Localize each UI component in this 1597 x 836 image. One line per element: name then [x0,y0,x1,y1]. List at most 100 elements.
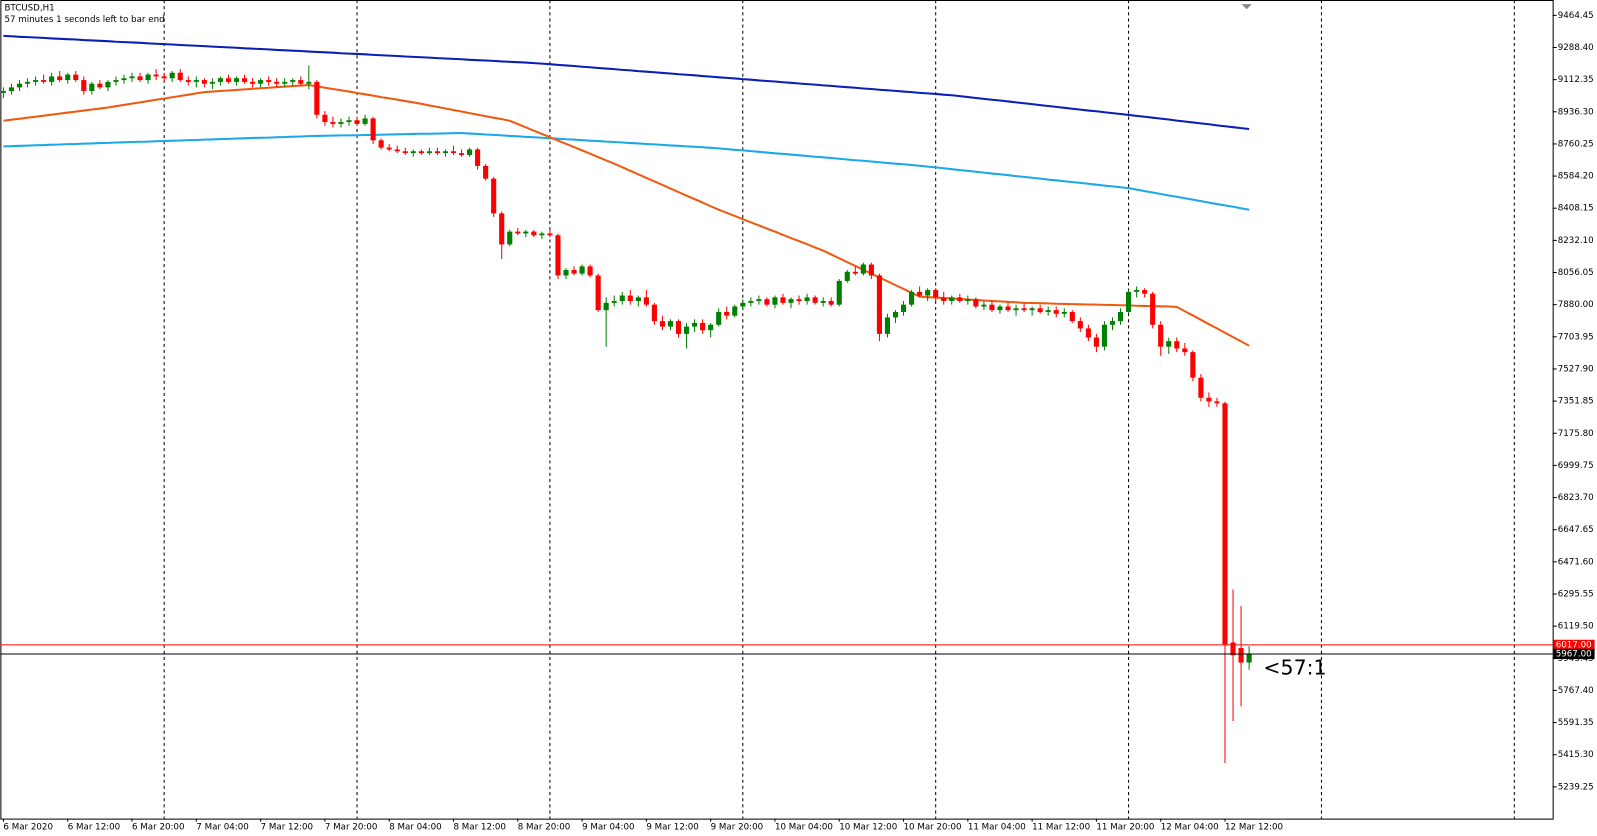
candle-body [1150,293,1156,325]
y-tick-label: 8760.25 [1558,139,1594,149]
candle-body [475,149,481,166]
candle-body [1158,324,1164,347]
candle-body [41,80,47,82]
y-tick-label: 9288.40 [1558,43,1594,53]
candle-body [185,80,191,82]
candle-body [105,81,111,88]
candle-body [1061,311,1067,314]
candle-body [619,295,625,302]
day-separators [163,0,1515,819]
y-tick-label: 8408.15 [1558,204,1594,214]
x-tick-label: 11 Mar 04:00 [968,822,1026,832]
candle-body [49,76,55,82]
candle-body [555,235,561,276]
candle-body [161,76,167,79]
candle-body [258,80,264,84]
y-tick-label: 5239.25 [1558,782,1594,792]
candle-body [1222,403,1228,645]
candle-body [330,122,336,124]
candle-body [121,78,127,81]
candle-body [145,74,151,81]
candle-body [0,91,6,93]
candle-body [402,151,408,154]
candle-body [981,304,987,307]
x-tick-label: 6 Mar 20:00 [132,822,184,832]
chart-title: BTCUSD,H1 [4,4,54,14]
candle-body [8,87,15,92]
candle-body [1198,377,1204,398]
candle-body [1134,290,1140,292]
candle-body [354,120,360,124]
x-tick-label: 11 Mar 12:00 [1032,822,1090,832]
x-tick-label: 8 Mar 20:00 [518,822,570,832]
x-tick-label: 12 Mar 12:00 [1225,822,1283,832]
candle-body [892,311,899,318]
candle-body [322,114,328,123]
candle-body [933,290,939,298]
chart-subtitle: 57 minutes 1 seconds left to bar end [4,15,164,25]
candle-body [860,264,866,274]
candle-body [1029,308,1035,311]
candle-body [772,297,778,305]
candle-body [250,81,256,84]
candle-body [1069,311,1075,322]
candle-body [466,149,473,155]
indicator-lines [3,34,1250,347]
candle-body [73,74,79,81]
candle-body [627,295,633,302]
y-tick-label: 6647.65 [1558,525,1594,535]
candle-body [812,297,818,303]
candle-body [418,151,424,154]
candle-body [909,291,915,305]
x-tick-label: 7 Mar 12:00 [261,822,313,832]
y-tick-label: 8056.05 [1558,268,1594,278]
candle-body [507,231,513,245]
candle-body [796,299,802,302]
y-tick-label: 6999.75 [1558,461,1594,471]
x-tick-label: 10 Mar 20:00 [904,822,962,832]
candle-body [724,311,730,316]
candle-body [378,140,384,148]
x-tick-label: 7 Mar 04:00 [196,822,248,832]
x-tick-label: 9 Mar 04:00 [582,822,634,832]
candle-body [16,83,23,88]
candle-body [266,80,272,82]
candle-body [595,275,601,311]
candle-body [24,81,31,84]
x-tick-label: 8 Mar 12:00 [453,822,505,832]
y-tick-label: 9112.35 [1558,75,1594,85]
y-tick-label: 6295.55 [1558,589,1594,599]
indicator-line [3,34,1250,131]
candle-body [225,78,232,82]
candle-body [683,326,690,334]
candle-body [828,301,834,305]
y-tick-label: 8584.20 [1558,172,1594,182]
candle-body [233,78,240,82]
candle-body [748,301,754,303]
candle-body [1206,397,1212,402]
candle-body [900,304,907,312]
candle-body [410,151,416,154]
candle-body [1053,310,1059,314]
candle-body [338,122,344,124]
candle-body [643,297,649,305]
candle-body [362,118,368,124]
candle-body [571,269,577,274]
candle-body [129,76,135,79]
candle-body [137,76,143,81]
candle-body [241,78,248,82]
candle-body [1077,321,1083,329]
candle-body [732,306,738,316]
candle-body [563,269,569,276]
candle-body [394,149,400,152]
x-tick-label: 8 Mar 04:00 [389,822,441,832]
candle-body [925,290,931,296]
candle-body [941,297,947,302]
candle-body [1174,341,1180,349]
candle-body [65,74,71,81]
candle-body [81,80,87,92]
candle-body [113,80,119,82]
y-tick-label: 5767.40 [1558,686,1594,696]
candle-body [579,266,585,274]
